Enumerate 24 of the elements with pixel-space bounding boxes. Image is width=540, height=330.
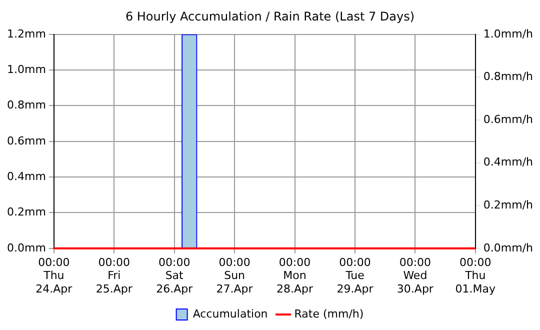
x-tick-label: 00:00 Tue 29.Apr xyxy=(336,256,374,296)
x-tick-label: 00:00 Thu 24.Apr xyxy=(36,256,73,296)
x-tick-label: 00:00 Mon 28.Apr xyxy=(276,256,314,296)
chart-title: 6 Hourly Accumulation / Rain Rate (Last 7 Days) xyxy=(125,9,415,24)
y-tick-label: 1.2mm xyxy=(6,27,46,40)
y-tick-label: 0.4mm xyxy=(6,170,46,183)
y2-tick-label: 0.8mm/h xyxy=(483,70,534,84)
x-tick-label: 00:00 Thu 01.May xyxy=(455,256,496,296)
y2-tick-label: 0.4mm/h xyxy=(483,156,534,169)
x-tick-label: 00:00 Wed 30.Apr xyxy=(396,256,434,296)
y2-tick-label: 0.6mm/h xyxy=(483,112,534,126)
y-tick-label: 0.2mm xyxy=(6,206,46,219)
legend-label: Accumulation xyxy=(192,307,268,320)
y-tick-label: 0.6mm xyxy=(6,134,46,148)
y-tick-label: 0.8mm xyxy=(6,98,46,112)
y2-tick-label: 1.0mm/h xyxy=(483,27,534,40)
y2-tick-label: 0.2mm/h xyxy=(483,198,534,212)
x-tick-label: 00:00 Fri 25.Apr xyxy=(96,256,133,296)
x-tick-label: 00:00 Sun 27.Apr xyxy=(216,256,254,296)
legend-label: Rate (mm/h) xyxy=(294,307,364,320)
y-tick-label: 0.0mm xyxy=(6,241,46,254)
y2-tick-label: 0.0mm/h xyxy=(483,241,534,254)
y-tick-label: 1.0mm xyxy=(6,62,46,76)
x-tick-label: 00:00 Sat 26.Apr xyxy=(156,256,194,296)
